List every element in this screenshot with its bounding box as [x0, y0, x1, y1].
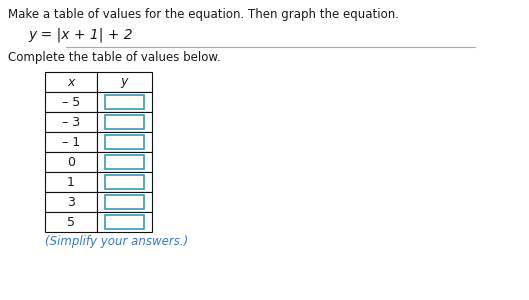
Text: 0: 0 [67, 155, 75, 169]
Bar [45, 152, 97, 172]
Bar [105, 215, 144, 229]
Bar [105, 115, 144, 129]
Bar [105, 135, 144, 149]
Text: Complete the table of values below.: Complete the table of values below. [8, 51, 221, 64]
Bar [45, 192, 97, 212]
Bar [45, 112, 97, 132]
Text: – 3: – 3 [62, 116, 80, 128]
Text: – 5: – 5 [62, 95, 80, 109]
Bar [97, 172, 152, 192]
Bar [105, 175, 144, 189]
Bar [45, 172, 97, 192]
Text: 1: 1 [67, 176, 75, 188]
Bar [97, 192, 152, 212]
Bar [45, 92, 97, 112]
Bar [45, 132, 97, 152]
Bar [97, 92, 152, 112]
Text: 3: 3 [67, 196, 75, 208]
Text: y: y [121, 76, 128, 88]
Bar [105, 195, 144, 209]
Bar [105, 95, 144, 109]
Text: (Simplify your answers.): (Simplify your answers.) [45, 235, 188, 248]
Text: y = |x + 1| + 2: y = |x + 1| + 2 [28, 28, 133, 43]
Bar [97, 152, 152, 172]
Text: – 1: – 1 [62, 136, 80, 148]
Bar [97, 112, 152, 132]
Bar [97, 212, 152, 232]
Text: 5: 5 [67, 215, 75, 229]
Bar [45, 212, 97, 232]
Bar [45, 72, 97, 92]
Text: Make a table of values for the equation. Then graph the equation.: Make a table of values for the equation.… [8, 8, 399, 21]
Bar [97, 132, 152, 152]
Bar [105, 155, 144, 169]
Bar [97, 72, 152, 92]
Text: x: x [67, 76, 75, 88]
